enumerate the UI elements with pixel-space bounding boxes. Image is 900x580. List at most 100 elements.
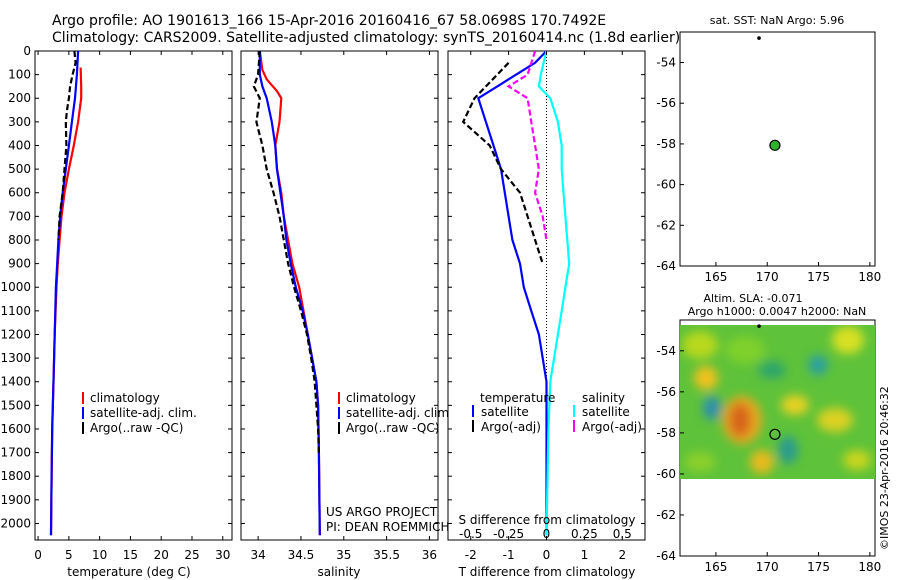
legend-label-t-argo: Argo(-adj): [481, 420, 541, 434]
ytick-label: 1900: [0, 493, 31, 507]
imos-timestamp: ©IMOS 23-Apr-2016 20:46:32: [878, 386, 891, 550]
legend-temperature: climatology satellite-adj. clim. Argo(..…: [82, 391, 197, 435]
ytick-label: 1000: [0, 280, 31, 294]
legend-label-argo: Argo(..raw -QC): [346, 421, 439, 435]
xlabel-s-difference: S difference from climatology: [459, 513, 636, 527]
sla-map-subtitle: Argo h1000: 0.0047 h2000: NaN: [688, 305, 867, 318]
legend-label-t-satellite: satellite: [481, 405, 529, 419]
ytick-label: 600: [8, 186, 31, 200]
title-line-2: Climatology: CARS2009. Satellite-adjuste…: [52, 30, 681, 46]
panel-temperature: 0100200300400500600700800900100011001200…: [0, 44, 233, 579]
ytick-label: -54: [656, 56, 676, 70]
ytick-label: 400: [8, 138, 31, 152]
axes-salinity: [240, 50, 439, 541]
ytick-label: 1500: [0, 398, 31, 412]
title-line-1: Argo profile: AO 1901613_166 15-Apr-2016…: [52, 13, 607, 29]
xtick-label: 35: [336, 548, 351, 562]
xtick-label-salinity: -0.25: [493, 527, 524, 541]
xtick-label: 34.5: [288, 548, 315, 562]
xtick-label: 10: [92, 548, 107, 562]
panel-salinity: 34 34.5 35 35.5 36 salinity climatology sate…: [240, 50, 453, 579]
xtick-label: -1: [503, 548, 515, 562]
ytick-label: -62: [656, 508, 676, 522]
legend-group-salinity: salinity: [582, 391, 625, 405]
series-line-differences-2: [537, 51, 571, 536]
ytick-label: -60: [656, 467, 676, 481]
ytick-label: 100: [8, 68, 31, 82]
xlabel-temperature: temperature (deg C): [67, 565, 190, 579]
panel-differences: -2 -1 0 1 2 -0.5 -0.25 0 0.25 0.5 T difference fr…: [447, 50, 646, 579]
map-dot: [757, 36, 761, 40]
ytick-label: 500: [8, 162, 31, 176]
xtick-label-salinity: 0: [543, 527, 551, 541]
series-line-salinity-2: [252, 51, 320, 453]
sla-map-title: Altim. SLA: -0.071: [703, 292, 802, 305]
xtick-label: 1: [581, 548, 589, 562]
xtick-label: 30: [215, 548, 230, 562]
xtick-label-salinity: -0.5: [459, 527, 482, 541]
xtick-label: 34: [250, 548, 265, 562]
ytick-label: 900: [8, 257, 31, 271]
xtick-label: 15: [123, 548, 138, 562]
series-line-temperature-2: [57, 51, 77, 241]
ytick-label: -62: [656, 218, 676, 232]
series-line-differences-0: [476, 51, 548, 536]
ytick-label: 1200: [0, 327, 31, 341]
ytick-label: 1600: [0, 422, 31, 436]
map-dot: [757, 324, 761, 328]
legend-differences: temperature salinity satellite Argo(-adj…: [472, 391, 642, 434]
ytick-label: -64: [656, 549, 676, 563]
xlabel-t-difference: T difference from climatology: [458, 565, 636, 579]
ytick-label: 1400: [0, 375, 31, 389]
xtick-label: 36: [422, 548, 437, 562]
ytick-label: -60: [656, 178, 676, 192]
xtick-label: 180: [858, 270, 881, 284]
ytick-label: -56: [656, 96, 676, 110]
ytick-label: 300: [8, 115, 31, 129]
ytick-label: 700: [8, 209, 31, 223]
pi-annotation: PI: DEAN ROEMMICH: [326, 520, 449, 534]
legend-group-temperature: temperature: [480, 391, 555, 405]
panel-sla-map: Altim. SLA: -0.071 Argo h1000: 0.0047 h2…: [656, 292, 881, 574]
sla-heatmap: [680, 325, 875, 479]
legend-label-argo: Argo(..raw -QC): [90, 421, 183, 435]
xtick-label: 175: [807, 270, 830, 284]
xlabel-salinity: salinity: [317, 565, 360, 579]
xtick-label: 0: [543, 548, 551, 562]
ytick-label: -64: [656, 259, 676, 273]
xtick-label: 170: [756, 270, 779, 284]
xtick-label: 165: [704, 270, 727, 284]
xtick-label: 175: [807, 560, 830, 574]
series-line-differences-1: [461, 62, 544, 264]
xtick-label: 25: [184, 548, 199, 562]
ytick-label: -56: [656, 385, 676, 399]
ytick-label: 200: [8, 91, 31, 105]
ytick-label: 1700: [0, 446, 31, 460]
series-line-salinity-1: [258, 51, 321, 536]
xtick-label-salinity: 0.25: [571, 527, 598, 541]
legend-label-satellite: satellite-adj. clim.: [90, 406, 197, 420]
xtick-label: 5: [65, 548, 73, 562]
ytick-label: 2000: [0, 516, 31, 530]
legend-label-climatology: climatology: [90, 391, 160, 405]
xtick-label: 180: [858, 560, 881, 574]
xtick-label: 0: [34, 548, 42, 562]
xtick-label: 35.5: [373, 548, 400, 562]
ytick-label: 0: [23, 44, 31, 58]
ytick-label: -58: [656, 426, 676, 440]
legend-label-satellite: satellite-adj. clim.: [346, 406, 453, 420]
legend-label-s-satellite: satellite: [582, 405, 630, 419]
ytick-label: 800: [8, 233, 31, 247]
xtick-label: 2: [618, 548, 626, 562]
argo-float-marker: [769, 139, 781, 151]
legend-salinity: climatology satellite-adj. clim. Argo(..…: [338, 391, 453, 435]
xtick-label-salinity: 0.5: [613, 527, 632, 541]
legend-label-s-argo: Argo(-adj): [582, 420, 642, 434]
xtick-label: 165: [704, 560, 727, 574]
legend-label-climatology: climatology: [346, 391, 416, 405]
ytick-label: 1800: [0, 469, 31, 483]
ytick-label: -54: [656, 344, 676, 358]
ytick-label: 1300: [0, 351, 31, 365]
project-annotation: US ARGO PROJECT: [326, 505, 438, 519]
